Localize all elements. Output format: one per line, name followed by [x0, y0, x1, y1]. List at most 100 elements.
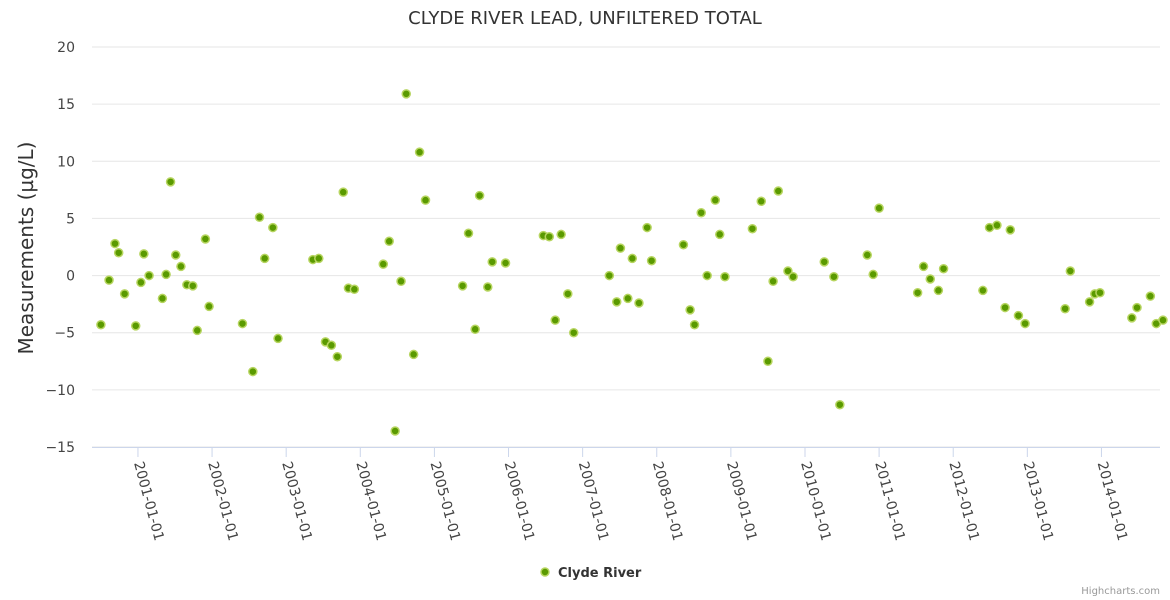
data-point[interactable]: [408, 349, 419, 360]
data-point[interactable]: [1005, 225, 1016, 235]
data-point[interactable]: [689, 319, 700, 330]
data-point[interactable]: [378, 259, 389, 269]
data-point[interactable]: [161, 269, 171, 280]
data-point[interactable]: [925, 274, 935, 284]
data-point[interactable]: [938, 263, 949, 274]
data-point[interactable]: [273, 333, 283, 344]
data-point[interactable]: [349, 284, 360, 295]
data-point[interactable]: [710, 195, 721, 205]
data-point[interactable]: [474, 190, 485, 201]
data-point[interactable]: [1065, 266, 1076, 276]
data-point[interactable]: [1127, 313, 1137, 323]
data-point[interactable]: [144, 270, 154, 281]
data-point[interactable]: [130, 321, 141, 331]
data-point[interactable]: [868, 269, 878, 280]
data-point[interactable]: [314, 253, 324, 264]
data-point[interactable]: [1145, 291, 1156, 301]
data-point[interactable]: [487, 257, 497, 267]
data-point[interactable]: [702, 270, 712, 281]
data-point[interactable]: [874, 203, 884, 213]
data-point[interactable]: [556, 229, 566, 240]
data-point[interactable]: [623, 293, 633, 304]
data-point[interactable]: [788, 271, 798, 282]
data-point[interactable]: [829, 271, 839, 282]
data-point[interactable]: [685, 305, 695, 315]
data-point[interactable]: [550, 315, 560, 325]
data-point[interactable]: [110, 238, 120, 249]
data-point[interactable]: [678, 239, 689, 250]
data-point[interactable]: [171, 250, 181, 260]
data-point[interactable]: [204, 301, 214, 312]
data-point[interactable]: [615, 243, 626, 253]
data-point[interactable]: [457, 281, 468, 291]
data-point[interactable]: [918, 261, 929, 272]
data-point[interactable]: [188, 281, 198, 291]
data-point[interactable]: [139, 249, 149, 259]
data-point[interactable]: [611, 297, 622, 307]
data-point[interactable]: [237, 318, 248, 329]
data-point[interactable]: [268, 222, 278, 233]
data-point[interactable]: [835, 399, 845, 410]
data-point[interactable]: [1158, 315, 1168, 325]
data-point[interactable]: [747, 223, 758, 234]
credits-link[interactable]: Highcharts.com: [1081, 586, 1160, 597]
data-point[interactable]: [390, 426, 400, 436]
data-point[interactable]: [768, 276, 778, 287]
data-point[interactable]: [463, 228, 474, 239]
data-point[interactable]: [912, 287, 923, 298]
data-point[interactable]: [396, 276, 406, 287]
data-point[interactable]: [642, 222, 652, 233]
data-point[interactable]: [165, 177, 176, 187]
data-point[interactable]: [200, 234, 211, 244]
legend-marker[interactable]: [540, 567, 550, 577]
data-point[interactable]: [326, 340, 337, 351]
data-point[interactable]: [1060, 303, 1070, 314]
data-point[interactable]: [715, 229, 725, 240]
data-point[interactable]: [1000, 302, 1010, 313]
data-point[interactable]: [470, 324, 480, 335]
data-point[interactable]: [384, 236, 394, 247]
data-point[interactable]: [992, 220, 1002, 231]
data-point[interactable]: [544, 231, 555, 242]
data-point[interactable]: [756, 196, 767, 207]
data-point[interactable]: [1084, 297, 1095, 307]
data-point[interactable]: [119, 289, 130, 299]
data-point[interactable]: [332, 351, 343, 362]
data-point[interactable]: [338, 187, 349, 197]
data-point[interactable]: [113, 247, 124, 258]
data-point[interactable]: [978, 285, 988, 296]
data-point[interactable]: [157, 293, 168, 304]
data-point[interactable]: [627, 253, 638, 264]
data-point[interactable]: [414, 147, 425, 157]
data-point[interactable]: [696, 207, 706, 218]
data-point[interactable]: [192, 325, 202, 336]
data-point[interactable]: [763, 356, 773, 367]
data-point[interactable]: [420, 195, 431, 205]
data-point[interactable]: [862, 250, 872, 260]
data-point[interactable]: [259, 253, 270, 264]
data-point[interactable]: [136, 277, 146, 288]
data-point[interactable]: [646, 255, 657, 266]
data-point[interactable]: [783, 266, 793, 276]
data-point[interactable]: [104, 275, 114, 285]
legend-label[interactable]: Clyde River: [558, 566, 642, 581]
data-point[interactable]: [248, 366, 258, 377]
data-point[interactable]: [500, 258, 511, 268]
data-point[interactable]: [773, 186, 784, 196]
data-point[interactable]: [176, 261, 186, 272]
data-point[interactable]: [634, 298, 644, 308]
data-point[interactable]: [563, 289, 573, 299]
data-point[interactable]: [1020, 318, 1030, 329]
data-point[interactable]: [933, 285, 944, 296]
data-point[interactable]: [604, 270, 615, 281]
data-point[interactable]: [1095, 287, 1105, 298]
data-point[interactable]: [401, 89, 411, 99]
legend[interactable]: Clyde River: [540, 566, 642, 581]
data-point[interactable]: [819, 257, 830, 267]
data-point[interactable]: [1013, 310, 1024, 321]
data-point[interactable]: [483, 282, 493, 292]
data-point[interactable]: [568, 327, 579, 338]
data-point[interactable]: [254, 212, 265, 223]
data-point[interactable]: [720, 271, 730, 282]
data-point[interactable]: [1132, 302, 1142, 313]
